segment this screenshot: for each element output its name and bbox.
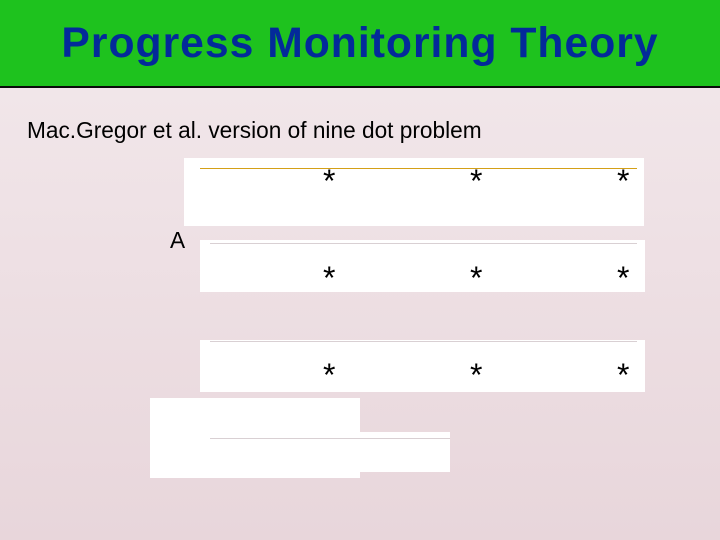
- dot: *: [470, 163, 482, 200]
- guide-line: [200, 168, 637, 169]
- white-block: [200, 340, 645, 392]
- dot: *: [323, 163, 335, 200]
- slide-title: Progress Monitoring Theory: [61, 19, 658, 68]
- dot: *: [617, 163, 629, 200]
- hint-letter-a: A: [170, 227, 185, 254]
- dot: *: [470, 357, 482, 394]
- guide-line: [210, 243, 637, 244]
- white-block: [200, 240, 645, 292]
- guide-line: [210, 341, 637, 342]
- guide-line: [210, 438, 450, 439]
- dot: *: [323, 357, 335, 394]
- dot: *: [323, 260, 335, 297]
- title-band: Progress Monitoring Theory: [0, 0, 720, 88]
- dot: *: [617, 357, 629, 394]
- slide: Progress Monitoring Theory Mac.Gregor et…: [0, 0, 720, 540]
- dot: *: [470, 260, 482, 297]
- slide-subtitle: Mac.Gregor et al. version of nine dot pr…: [27, 117, 482, 144]
- dot: *: [617, 260, 629, 297]
